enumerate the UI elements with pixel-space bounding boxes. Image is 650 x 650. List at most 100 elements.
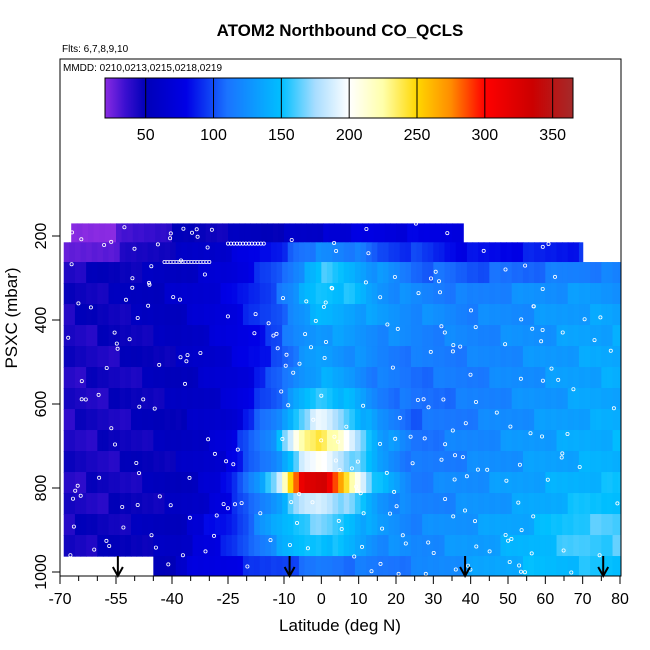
heatmap-cell [489,367,496,389]
sample-point [453,567,458,572]
y-tick-label: 400 [33,307,50,334]
heatmap-cell [304,242,311,263]
heatmap-cell [500,283,507,305]
heatmap-cell [326,430,334,452]
heatmap-cell [158,388,166,410]
heatmap-cell [466,242,474,263]
heatmap-cell [164,535,171,557]
sample-point [168,231,173,236]
sample-point [475,467,480,472]
heatmap-cell [590,367,597,389]
heatmap-cell [80,514,87,536]
sample-point [266,321,271,326]
heatmap-cell [181,451,188,473]
heatmap-cell [108,346,115,368]
heatmap-cell [366,430,373,452]
heatmap-cell [601,346,608,368]
sample-point [422,436,427,441]
heatmap-cell [450,262,457,284]
sample-point [517,462,522,467]
heatmap-cell [214,262,222,284]
heatmap-cell [214,346,222,368]
heatmap-cell [170,388,177,410]
heatmap-cell [517,304,524,326]
sample-point [451,343,456,348]
heatmap-cell [366,242,373,263]
heatmap-cell [550,242,558,263]
heatmap-cell [270,304,278,326]
heatmap-cell [265,283,272,305]
heatmap-cell [377,283,384,305]
heatmap-cell [455,346,462,368]
heatmap-cell [153,242,160,263]
heatmap-cell [198,388,205,410]
heatmap-cell [259,472,266,494]
heatmap-cell [91,535,98,557]
heatmap-cell [455,409,462,431]
heatmap-cell [394,493,401,515]
heatmap-cell [522,304,530,326]
heatmap-cell [237,535,244,557]
heatmap-cell [573,430,580,452]
heatmap-cell [455,535,462,557]
heatmap-cell [91,451,98,473]
sample-point [428,276,433,281]
sample-point [283,363,288,368]
heatmap-cell [80,262,87,284]
heatmap-cell [284,223,291,243]
heatmap-cell [522,283,530,305]
heatmap-cell [382,388,390,410]
heatmap-cell [438,451,446,473]
heatmap-cell [500,409,507,431]
heatmap-cell [388,262,395,284]
sample-point [426,405,431,410]
heatmap-cell [388,430,395,452]
heatmap-cell [332,283,339,305]
heatmap-cell [186,556,194,576]
sample-point [503,267,508,272]
heatmap-cell [534,535,541,557]
heatmap-cell [550,535,558,557]
heatmap-cell [567,451,574,473]
heatmap-cell [164,556,171,576]
heatmap-cell [478,304,485,326]
heatmap-cell [354,451,362,473]
heatmap-cell [388,346,395,368]
heatmap-cell [142,367,149,389]
heatmap-cell [511,262,518,284]
heatmap-cell [354,493,362,515]
heatmap-cell [293,304,300,326]
heatmap-cell [416,535,423,557]
heatmap-cell [293,409,300,431]
heatmap-cell [310,430,317,452]
heatmap-cell [506,493,513,515]
heatmap-cell [298,262,306,284]
heatmap-cell [539,304,546,326]
heatmap-cell [203,535,210,557]
heatmap-cell [416,556,423,576]
heatmap-cell [170,283,177,305]
heatmap-cell [170,535,177,557]
heatmap-cell [298,556,306,576]
heatmap-cell [450,283,457,305]
heatmap-cell [125,409,132,431]
heatmap-cell [506,304,513,326]
sample-point [152,406,157,411]
heatmap-cell [433,451,440,473]
heatmap-cell [366,493,373,515]
heatmap-cell [91,304,98,326]
heatmap-cell [310,514,317,536]
heatmap-cell [239,223,246,243]
heatmap-cell [338,472,345,494]
heatmap-cell [360,556,367,576]
heatmap-cell [601,325,608,347]
heatmap-cell [494,535,502,557]
heatmap-cell [192,242,199,263]
heatmap-cell [119,430,126,452]
heatmap-cell [86,283,93,305]
heatmap-cell [298,409,306,431]
heatmap-cell [444,514,451,536]
heatmap-cell [388,409,395,431]
heatmap-cell [379,223,386,243]
heatmap-cell [304,346,311,368]
